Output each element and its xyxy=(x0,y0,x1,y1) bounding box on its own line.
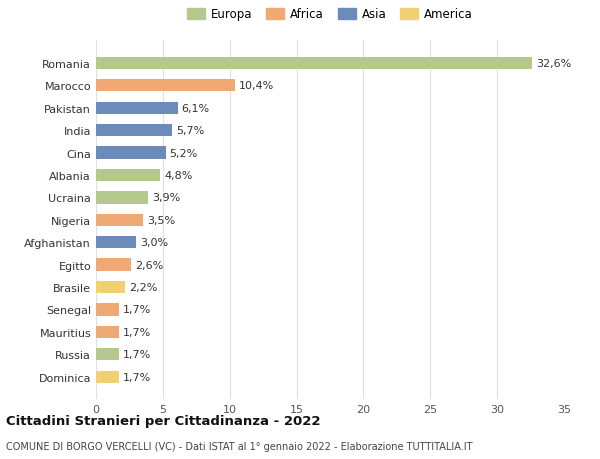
Bar xyxy=(96,169,160,182)
Bar xyxy=(96,326,119,338)
Bar xyxy=(96,371,119,383)
Legend: Europa, Africa, Asia, America: Europa, Africa, Asia, America xyxy=(185,6,475,24)
Text: 3,5%: 3,5% xyxy=(147,215,175,225)
Text: 1,7%: 1,7% xyxy=(123,327,151,337)
Text: 10,4%: 10,4% xyxy=(239,81,274,91)
Text: 5,7%: 5,7% xyxy=(176,126,205,136)
Bar xyxy=(96,192,148,204)
Text: COMUNE DI BORGO VERCELLI (VC) - Dati ISTAT al 1° gennaio 2022 - Elaborazione TUT: COMUNE DI BORGO VERCELLI (VC) - Dati IST… xyxy=(6,441,473,451)
Bar xyxy=(96,304,119,316)
Bar xyxy=(96,281,125,294)
Text: Cittadini Stranieri per Cittadinanza - 2022: Cittadini Stranieri per Cittadinanza - 2… xyxy=(6,414,320,428)
Bar xyxy=(96,102,178,115)
Bar xyxy=(96,236,136,249)
Text: 2,6%: 2,6% xyxy=(135,260,163,270)
Bar xyxy=(96,259,131,271)
Text: 5,2%: 5,2% xyxy=(170,148,198,158)
Text: 32,6%: 32,6% xyxy=(536,59,571,69)
Bar xyxy=(96,348,119,361)
Bar xyxy=(96,214,143,226)
Bar xyxy=(96,125,172,137)
Text: 3,0%: 3,0% xyxy=(140,238,168,248)
Text: 4,8%: 4,8% xyxy=(164,171,193,180)
Text: 1,7%: 1,7% xyxy=(123,350,151,359)
Text: 2,2%: 2,2% xyxy=(130,282,158,292)
Bar xyxy=(96,57,532,70)
Text: 3,9%: 3,9% xyxy=(152,193,181,203)
Text: 1,7%: 1,7% xyxy=(123,372,151,382)
Bar xyxy=(96,147,166,159)
Bar xyxy=(96,80,235,92)
Text: 1,7%: 1,7% xyxy=(123,305,151,315)
Text: 6,1%: 6,1% xyxy=(182,103,210,113)
